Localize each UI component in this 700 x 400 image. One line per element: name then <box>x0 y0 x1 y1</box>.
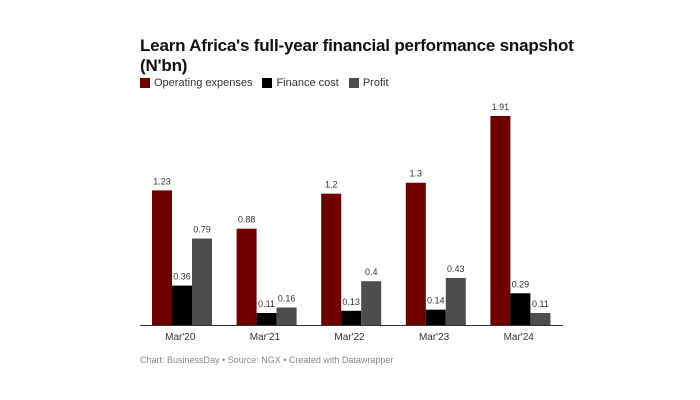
data-label-operating-expenses-mar-20: 1.23 <box>153 176 171 186</box>
bar-profit-mar-21 <box>276 307 297 325</box>
legend-swatch-finance-cost <box>262 78 273 88</box>
bar-profit-mar-23 <box>445 277 466 325</box>
bar-operating-expenses-mar-22 <box>321 193 342 325</box>
chart-legend: Operating expenses Finance cost Profit <box>140 77 389 89</box>
data-label-profit-mar-24: 0.11 <box>532 299 549 309</box>
legend-label-finance-cost: Finance cost <box>276 77 339 89</box>
x-tick-label-mar-22: Mar'22 <box>334 332 365 343</box>
x-tick-label-mar-21: Mar'21 <box>250 332 281 343</box>
data-label-operating-expenses-mar-23: 1.3 <box>410 169 423 179</box>
legend-item-profit: Profit <box>348 77 389 89</box>
data-label-operating-expenses-mar-24: 1.91 <box>492 102 510 112</box>
bar-operating-expenses-mar-24 <box>490 116 511 325</box>
data-label-finance-cost-mar-21: 0.11 <box>258 299 275 309</box>
bar-finance-cost-mar-20 <box>172 285 192 325</box>
data-label-profit-mar-21: 0.16 <box>278 293 296 303</box>
data-label-finance-cost-mar-24: 0.29 <box>512 279 530 289</box>
legend-item-finance-cost: Finance cost <box>262 77 339 89</box>
legend-swatch-profit <box>348 78 359 88</box>
data-label-profit-mar-22: 0.4 <box>365 267 378 277</box>
bar-operating-expenses-mar-20 <box>152 190 172 325</box>
bar-profit-mar-20 <box>192 238 212 325</box>
legend-swatch-operating-expenses <box>140 78 150 88</box>
x-tick-label-mar-20: Mar'20 <box>165 332 196 343</box>
data-label-finance-cost-mar-22: 0.13 <box>342 297 360 307</box>
bar-finance-cost-mar-22 <box>341 310 362 325</box>
bar-profit-mar-24 <box>530 312 551 325</box>
chart-footer: Chart: BusinessDay • Source: NGX • Creat… <box>140 355 394 365</box>
data-label-finance-cost-mar-23: 0.14 <box>427 296 445 306</box>
legend-item-operating-expenses: Operating expenses <box>140 77 252 89</box>
bar-finance-cost-mar-23 <box>425 309 446 325</box>
data-label-operating-expenses-mar-22: 1.2 <box>325 180 338 190</box>
bar-finance-cost-mar-21 <box>256 312 277 325</box>
data-label-profit-mar-23: 0.43 <box>447 264 465 274</box>
bar-operating-expenses-mar-23 <box>405 182 426 325</box>
legend-label-operating-expenses: Operating expenses <box>154 77 253 89</box>
x-tick-label-mar-24: Mar'24 <box>504 332 535 343</box>
x-tick-label-mar-23: Mar'23 <box>419 332 450 343</box>
bar-finance-cost-mar-24 <box>510 293 531 325</box>
bar-profit-mar-22 <box>361 281 382 325</box>
data-label-operating-expenses-mar-21: 0.88 <box>238 215 256 225</box>
data-label-profit-mar-20: 0.79 <box>193 225 211 235</box>
bar-operating-expenses-mar-21 <box>236 228 257 325</box>
legend-label-profit: Profit <box>362 77 389 89</box>
chart-title: Learn Africa's full-year financial perfo… <box>140 36 574 75</box>
data-label-finance-cost-mar-20: 0.36 <box>173 272 191 282</box>
